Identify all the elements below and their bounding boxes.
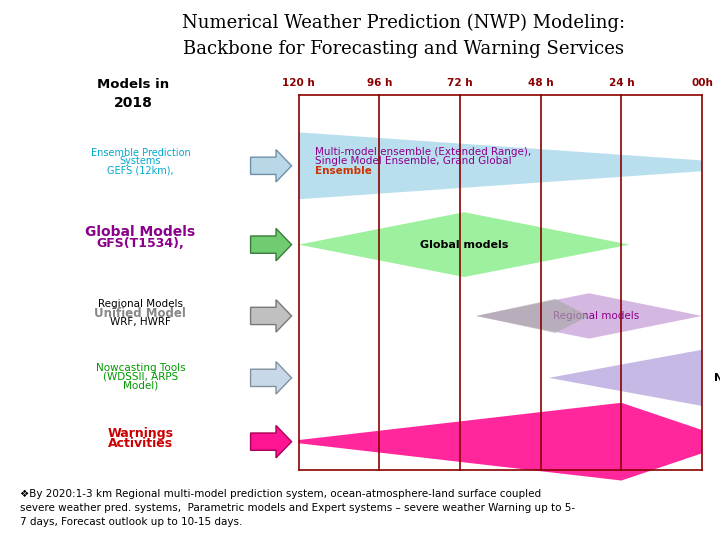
- Text: Regional models: Regional models: [553, 311, 639, 321]
- Text: 2018: 2018: [114, 96, 153, 110]
- Text: 96 h: 96 h: [366, 78, 392, 88]
- Text: Regional Models: Regional Models: [98, 299, 183, 309]
- Text: Numerical Weather Prediction (NWP) Modeling:: Numerical Weather Prediction (NWP) Model…: [181, 14, 625, 32]
- Text: Multi-model ensemble (Extended Range),: Multi-model ensemble (Extended Range),: [315, 147, 531, 157]
- Text: Global models: Global models: [420, 240, 508, 249]
- Text: 120 h: 120 h: [282, 78, 315, 88]
- Text: Global Models: Global Models: [86, 225, 195, 239]
- Text: ❖By 2020:1-3 km Regional multi-model prediction system, ocean-atmosphere-land su: ❖By 2020:1-3 km Regional multi-model pre…: [20, 489, 575, 526]
- Text: Single Model Ensemble, Grand Global: Single Model Ensemble, Grand Global: [315, 157, 511, 166]
- Text: (WDSSII, ARPS: (WDSSII, ARPS: [103, 372, 178, 382]
- Text: 24 h: 24 h: [608, 78, 634, 88]
- Text: Unified Model: Unified Model: [94, 307, 186, 320]
- Text: Backbone for Forecasting and Warning Services: Backbone for Forecasting and Warning Ser…: [183, 40, 624, 58]
- Text: 48 h: 48 h: [528, 78, 554, 88]
- Text: 72 h: 72 h: [447, 78, 473, 88]
- Text: Systems: Systems: [120, 157, 161, 166]
- Text: Models in: Models in: [97, 78, 169, 91]
- Text: Ensemble Prediction: Ensemble Prediction: [91, 148, 190, 158]
- Text: Ensemble: Ensemble: [315, 166, 372, 176]
- Text: Activities: Activities: [108, 437, 173, 450]
- Text: WRF, HWRF: WRF, HWRF: [110, 318, 171, 327]
- Text: Warnings: Warnings: [107, 427, 174, 440]
- Text: 00h: 00h: [691, 78, 713, 88]
- Text: Model): Model): [123, 380, 158, 390]
- Text: Nowcasting Tools: Nowcasting Tools: [96, 363, 185, 373]
- Text: GEFS (12km),: GEFS (12km),: [107, 165, 174, 175]
- Text: Nowcasting: Nowcasting: [714, 373, 720, 383]
- Text: GFS(T1534),: GFS(T1534),: [96, 237, 184, 250]
